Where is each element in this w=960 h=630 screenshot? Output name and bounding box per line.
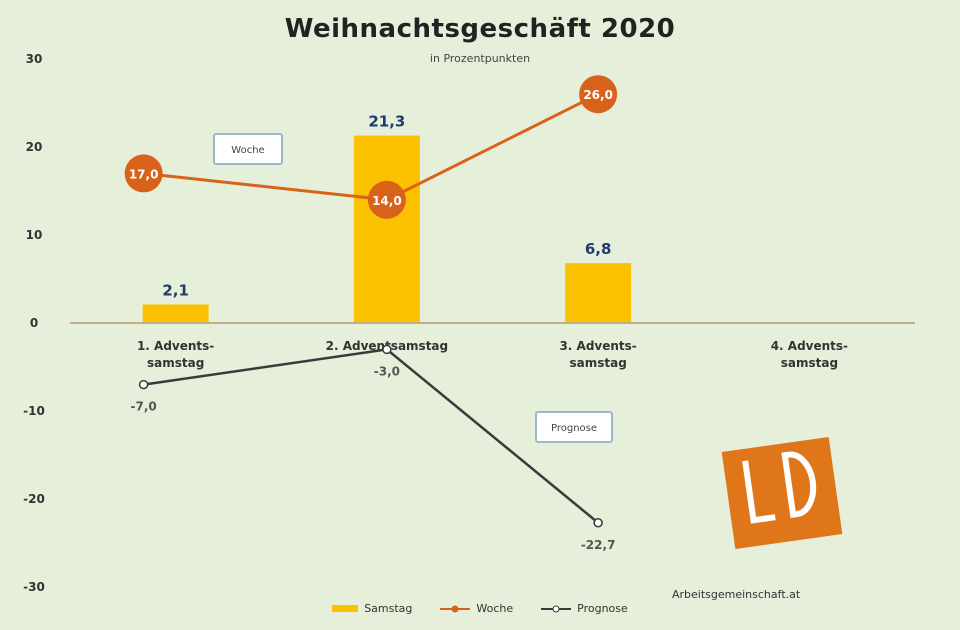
- point-woche: [579, 75, 618, 114]
- point-woche: [367, 180, 406, 219]
- point-prognose: [138, 379, 149, 390]
- legend-swatch-woche: [440, 605, 471, 612]
- chart-subtitle: in Prozentpunkten: [0, 52, 960, 65]
- series-line-prognose: [143, 348, 599, 524]
- y-tick-label: 20: [26, 140, 43, 154]
- x-tick-label: 3. Advents-samstag: [559, 339, 636, 370]
- x-tick-label-line: 4. Advents-: [771, 339, 848, 353]
- legend-label-woche: Woche: [476, 602, 514, 615]
- bar-samstag: [565, 263, 632, 323]
- callout-prognose-box: [535, 411, 613, 443]
- y-tick-label: -20: [23, 492, 45, 506]
- logo: [721, 436, 843, 550]
- subtitle-text: in Prozentpunkten: [429, 52, 531, 65]
- x-tick-label-line: samstag: [781, 356, 838, 370]
- bar-samstag: [142, 304, 209, 323]
- y-tick-label: -10: [23, 404, 45, 418]
- x-tick-label-line: 3. Advents-: [559, 339, 636, 353]
- bar-data-label: 2,1: [162, 282, 189, 300]
- y-tick-label: 30: [26, 52, 43, 66]
- callout-woche-box: [213, 133, 283, 165]
- point-label-woche: 14,0: [372, 194, 402, 208]
- point-prognose: [593, 518, 603, 528]
- point-label-prognose: -22,7: [581, 538, 616, 552]
- legend-swatch-samstag: [332, 605, 359, 612]
- legend-item-woche: Woche: [440, 602, 513, 615]
- x-tick-label-line: samstag: [569, 356, 626, 370]
- y-tick-label: -30: [23, 580, 45, 594]
- legend-item-prognose: Prognose: [541, 602, 628, 615]
- legend-label-prognose: Prognose: [577, 602, 628, 615]
- point-label-woche: 26,0: [583, 88, 613, 102]
- point-label-prognose: -3,0: [374, 364, 400, 378]
- legend-label-samstag: Samstag: [364, 602, 413, 615]
- source-text: Arbeitsgemeinschaft.at: [672, 588, 801, 601]
- bar-data-label: 21,3: [368, 113, 405, 131]
- y-tick-label: 10: [26, 228, 43, 242]
- point-prognose: [382, 344, 392, 355]
- x-tick-label: 4. Advents-samstag: [771, 339, 848, 370]
- y-tick-label: 0: [30, 316, 38, 330]
- x-tick-label-line: 1. Advents-: [137, 339, 214, 353]
- bar-samstag: [353, 135, 420, 323]
- x-tick-label-line: samstag: [147, 356, 204, 370]
- callout-prognose: Prognose: [551, 423, 597, 434]
- x-tick-label: 1. Advents-samstag: [137, 339, 214, 370]
- point-woche: [124, 154, 163, 193]
- bar-data-label: 6,8: [585, 240, 612, 258]
- callout-woche: Woche: [231, 145, 264, 156]
- chart-title: Weihnachtsgeschäft 2020: [284, 14, 676, 44]
- legend-item-samstag: Samstag: [332, 602, 412, 615]
- chart-legend: Samstag Woche Prognose: [0, 602, 960, 615]
- legend-swatch-prognose: [541, 605, 572, 612]
- point-label-prognose: -7,0: [131, 400, 157, 414]
- point-label-woche: 17,0: [129, 167, 159, 181]
